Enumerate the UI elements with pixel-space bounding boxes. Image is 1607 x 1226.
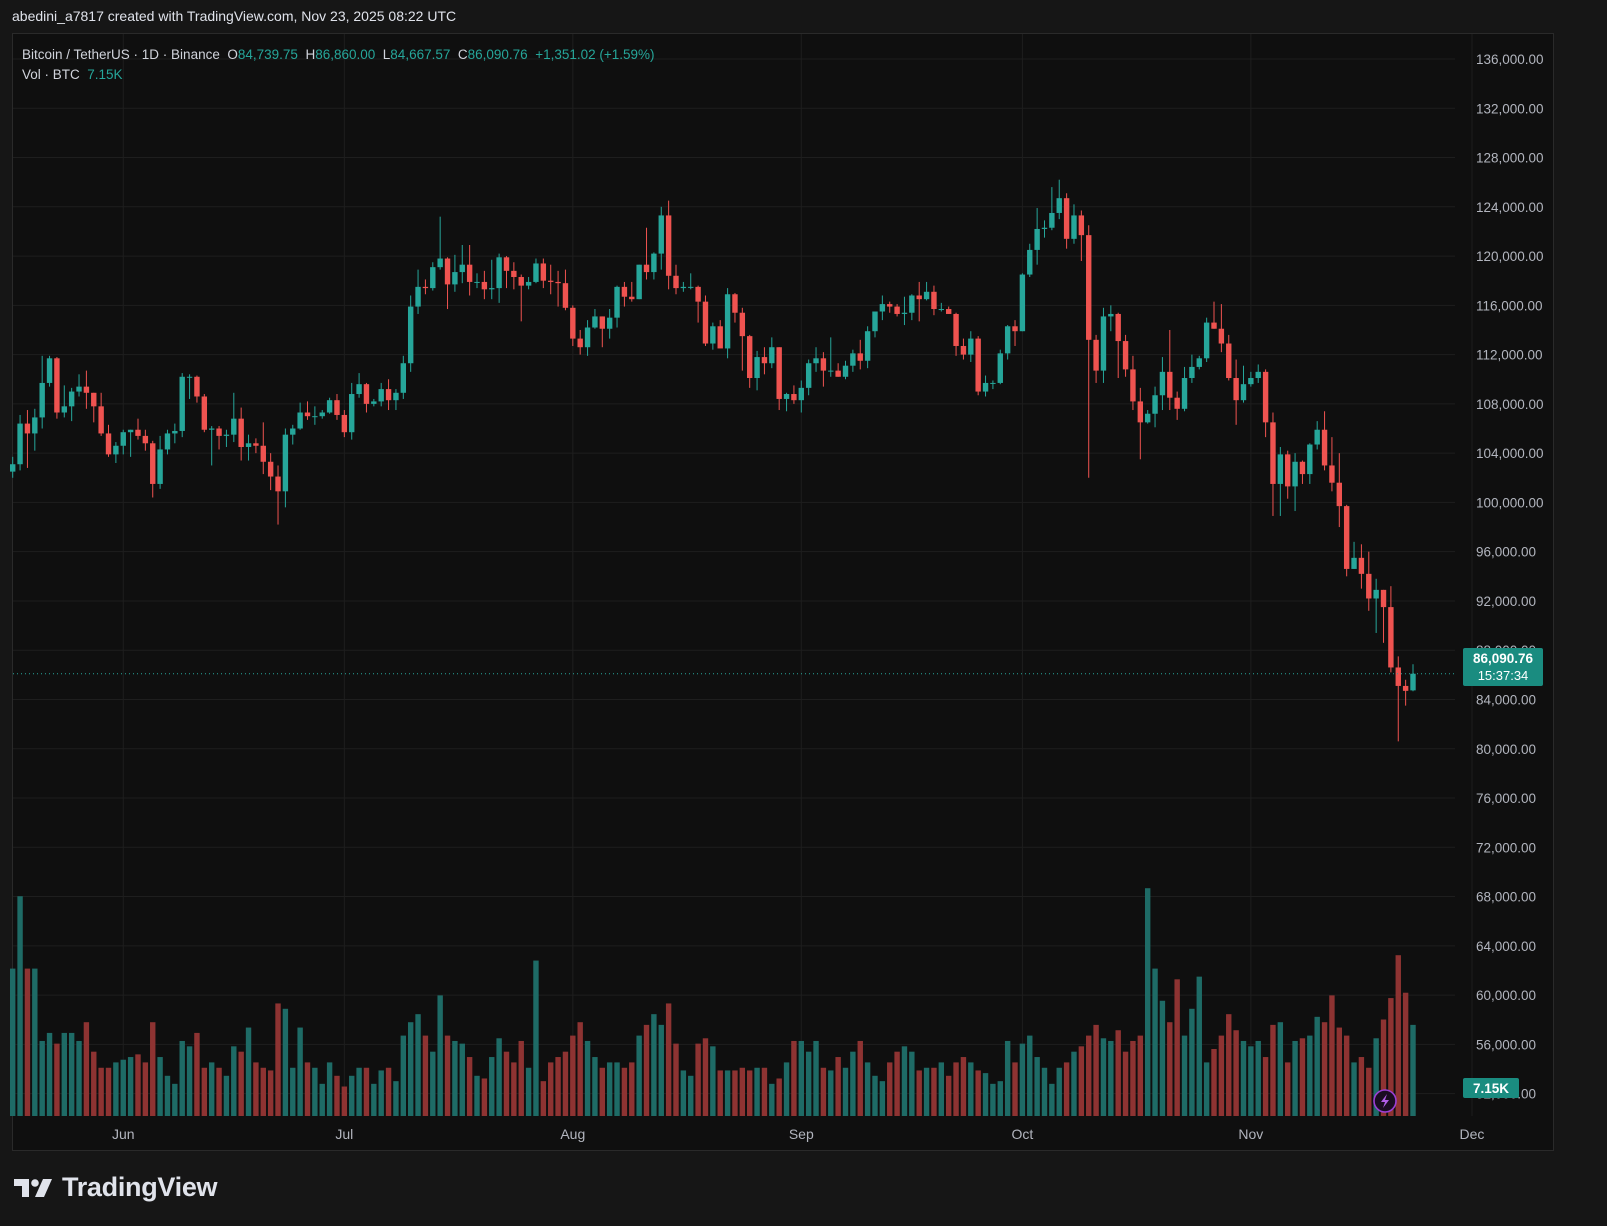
close-label: C bbox=[457, 47, 468, 62]
chart-legend: Bitcoin / TetherUS · 1D · Binance O84,73… bbox=[22, 45, 655, 85]
chart-frame bbox=[12, 33, 1554, 1151]
tradingview-logo-icon bbox=[14, 1178, 52, 1197]
open-label: O bbox=[227, 47, 238, 62]
symbol-title[interactable]: Bitcoin / TetherUS · 1D · Binance bbox=[22, 47, 220, 62]
low-label: L bbox=[382, 47, 391, 62]
change-value: +1,351.02 (+1.59%) bbox=[535, 47, 655, 62]
volume-row: Vol · BTC 7.15K bbox=[22, 65, 655, 85]
tradingview-brand: TradingView bbox=[62, 1172, 218, 1202]
open-value: 84,739.75 bbox=[237, 47, 298, 62]
volume-label[interactable]: Vol · BTC bbox=[22, 67, 80, 82]
close-value: 86,090.76 bbox=[467, 47, 528, 62]
low-value: 84,667.57 bbox=[390, 47, 451, 62]
tradingview-logo[interactable]: TradingView bbox=[14, 1172, 218, 1203]
high-label: H bbox=[305, 47, 316, 62]
high-value: 86,860.00 bbox=[315, 47, 376, 62]
chart-credit: abedini_a7817 created with TradingView.c… bbox=[12, 8, 457, 24]
ohlc-row: Bitcoin / TetherUS · 1D · Binance O84,73… bbox=[22, 45, 655, 65]
volume-value: 7.15K bbox=[87, 67, 123, 82]
